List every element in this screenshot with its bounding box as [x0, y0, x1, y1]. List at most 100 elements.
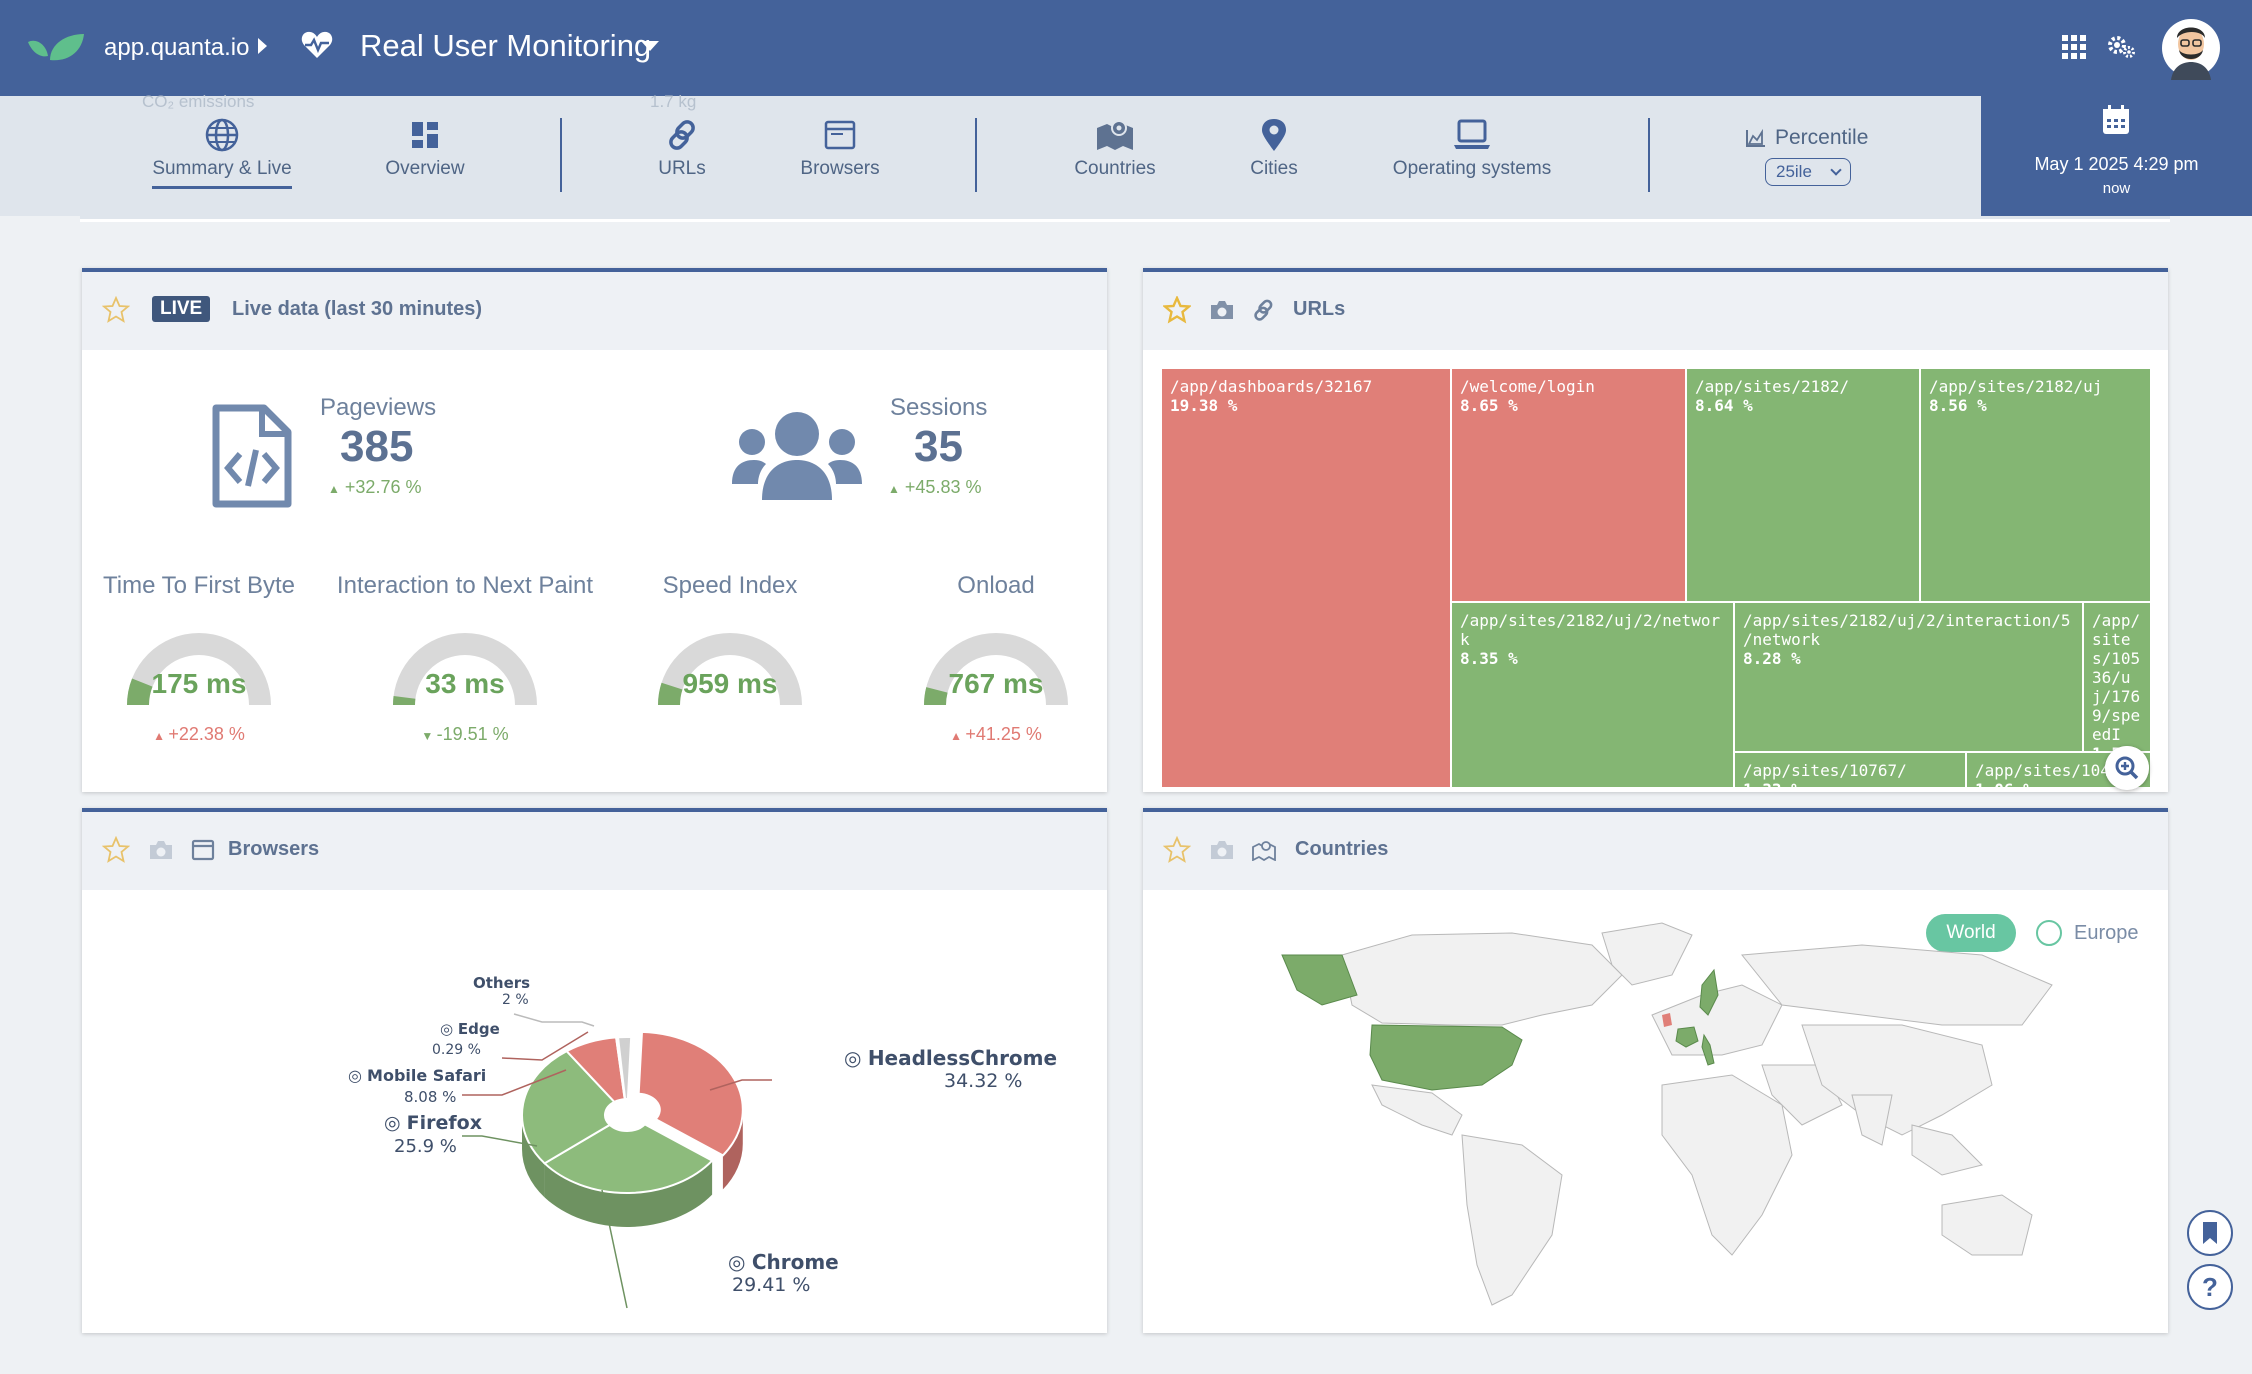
camera-icon[interactable] [1209, 839, 1235, 861]
gauge-delta-value: +41.25 % [965, 724, 1042, 744]
pin-icon [1262, 119, 1286, 151]
gauge-fill [393, 695, 416, 705]
browsers-pie-chart [462, 1013, 772, 1309]
area-chart-icon [1746, 128, 1765, 147]
code-file-icon [212, 404, 292, 508]
pageviews-delta: ▲ +32.76 % [328, 477, 422, 497]
world-map[interactable] [1262, 915, 2082, 1315]
pie-label-name: ◎ Firefox [384, 1112, 482, 1134]
map-australia [1941, 1194, 2033, 1256]
tab-countries[interactable]: Countries [1060, 118, 1170, 186]
map-usa-highlight [1369, 1024, 1523, 1091]
treemap-cell[interactable]: /app/sites/10767/1.33 % [1734, 752, 1966, 788]
browser-window-icon [824, 120, 856, 150]
tab-browsers[interactable]: Browsers [790, 118, 890, 186]
date-picker[interactable]: May 1 2025 4:29 pm now [1981, 96, 2252, 216]
pie-leader-line [513, 1013, 595, 1027]
pie-category: Firefox [406, 1112, 482, 1134]
camera-icon[interactable] [148, 839, 174, 861]
gauge-value: 767 ms [948, 668, 1044, 699]
gauge-delta: ▲ +22.38 % [114, 724, 284, 745]
link-icon [1254, 299, 1273, 321]
arrow-up-icon: ▲ [950, 729, 966, 743]
map-india [1851, 1094, 1893, 1146]
host-breadcrumb[interactable]: app.quanta.io [104, 34, 250, 61]
gears-icon[interactable] [2106, 32, 2136, 62]
treemap-cell[interactable]: /welcome/login 8.65 % [1451, 368, 1686, 602]
svg-text:?: ? [2202, 1272, 2218, 1302]
leaf-logo-icon[interactable] [26, 30, 86, 66]
tab-operating-systems[interactable]: Operating systems [1387, 118, 1557, 186]
tab-label: Cities [1250, 158, 1298, 179]
star-icon[interactable] [102, 836, 130, 864]
map-uk-highlight [1662, 1013, 1672, 1027]
pie-leader-line [501, 1031, 589, 1061]
europe-radio[interactable] [2036, 920, 2062, 946]
pie-label-pct: 25.9 % [394, 1136, 457, 1157]
pie-label-name: ◎ Chrome [728, 1250, 839, 1274]
gauge-label: Onload [957, 572, 1035, 599]
tab-label: Browsers [800, 158, 880, 179]
pie-label-name: ◎ HeadlessChrome [844, 1046, 1057, 1070]
tab-summary-live[interactable]: Summary & Live [152, 118, 292, 189]
treemap-cell[interactable]: /app/sites/2182/uj/2/network 8.35 % [1451, 602, 1734, 788]
top-header: app.quanta.io Real User Monitoring [0, 0, 2252, 96]
gauge-label: Time To First Byte [102, 572, 296, 599]
pie-label-pct: 34.32 % [944, 1070, 1023, 1092]
bookmark-button[interactable] [2187, 1210, 2233, 1256]
gauge-fill [924, 687, 948, 705]
tab-label: URLs [658, 158, 706, 179]
pie-slice-headlesschrome [637, 1030, 744, 1157]
edge-icon: ◎ [440, 1020, 458, 1038]
star-icon[interactable] [102, 296, 130, 324]
map-asia [1801, 1024, 1993, 1136]
chevron-down-icon [1830, 164, 1842, 176]
treemap-cell-path: /app/sites/2182/uj/2/interaction/5/netwo… [1743, 611, 2071, 649]
app-title[interactable]: Real User Monitoring [360, 28, 652, 63]
zoom-in-icon[interactable] [2105, 746, 2149, 790]
treemap-cell[interactable]: /app/sites/10536/uj/1769/speedI1.59 % [2083, 602, 2151, 752]
star-icon[interactable] [1163, 836, 1191, 864]
help-button[interactable]: ? [2187, 1264, 2233, 1310]
treemap-cell-pct: 1.06 % [1975, 780, 2033, 787]
map-south-america [1461, 1134, 1563, 1306]
panel-header: URLs [1143, 272, 2168, 350]
world-toggle[interactable]: World [1926, 914, 2016, 952]
sessions-delta: ▲ +45.83 % [888, 477, 982, 497]
gauge-track [924, 633, 1068, 705]
pie-slice-side [722, 1109, 743, 1190]
apps-grid-icon[interactable] [2062, 35, 2086, 59]
treemap-cell-path: /welcome/login [1460, 377, 1595, 396]
laptop-icon [1454, 119, 1490, 149]
live-badge: LIVE [152, 296, 211, 322]
map-alaska-highlight [1281, 954, 1358, 1006]
chevron-down-icon[interactable] [641, 41, 659, 51]
map-france-highlight [1675, 1026, 1699, 1048]
percentile-select[interactable]: 25ile [1765, 158, 1851, 186]
pie-category: Others [473, 974, 531, 992]
pie-label-pct: 2 % [502, 992, 529, 1008]
tab-overview[interactable]: Overview [375, 118, 475, 186]
treemap-cell[interactable]: /app/sites/2182/uj 8.56 % [1920, 368, 2151, 602]
pie-leader-line [462, 1069, 567, 1096]
treemap-cell[interactable]: /app/sites/2182/uj/2/interaction/5/netwo… [1734, 602, 2083, 752]
star-icon[interactable] [1163, 296, 1191, 324]
pageviews-label: Pageviews [320, 394, 437, 421]
ghost-co2-label: CO₂ emissions [142, 92, 255, 111]
ghost-co2-value: 1.7 kg [650, 92, 697, 111]
pie-label-pct: 0.29 % [432, 1042, 481, 1058]
tab-label: Overview [385, 158, 465, 179]
tab-cities[interactable]: Cities [1234, 118, 1314, 186]
treemap-cell-pct: 8.56 % [1929, 396, 1987, 415]
date-relative: now [2102, 180, 2131, 197]
tab-label: Summary & Live [152, 158, 292, 189]
treemap-cell[interactable]: /app/sites/2182/8.64 % [1686, 368, 1920, 602]
pageviews-value: 385 [340, 422, 414, 471]
europe-label[interactable]: Europe [2074, 922, 2139, 944]
gauge-value: 175 ms [151, 668, 247, 699]
avatar[interactable] [2161, 12, 2221, 84]
camera-icon[interactable] [1209, 299, 1235, 321]
tab-urls[interactable]: URLs [642, 118, 722, 186]
gauge-track [393, 633, 537, 705]
treemap-cell[interactable]: /app/dashboards/32167 19.38 % [1161, 368, 1451, 788]
